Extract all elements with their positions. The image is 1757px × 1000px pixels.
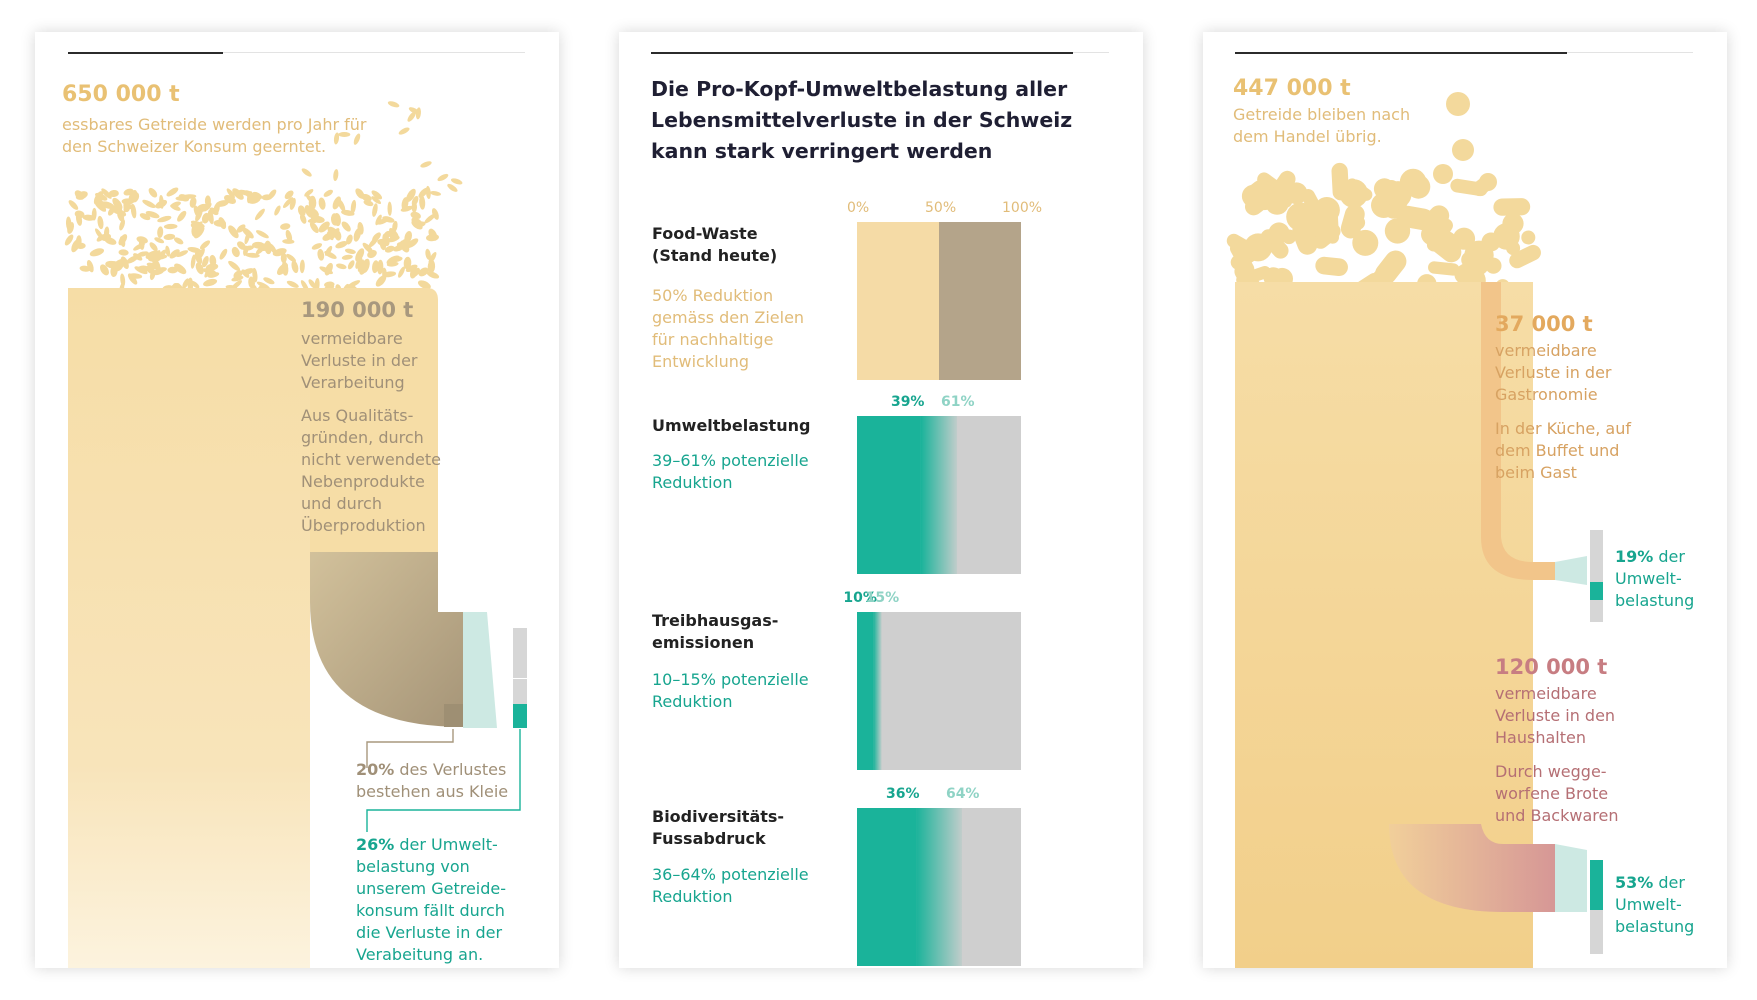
impact-text: der Umwelt-belastung von unserem Getreid…: [356, 835, 507, 964]
bar-remaining-segment: [939, 222, 1021, 380]
bar-row-1: [857, 416, 1021, 574]
panel-reduction-chart: Die Pro-Kopf-Umweltbelastung aller Leben…: [619, 32, 1143, 968]
loss-reason: Aus Qualitäts-gründen, durch nicht verwe…: [301, 406, 441, 535]
panel-top-rule: [651, 52, 1073, 54]
panel-processing-losses: 650 000 t essbares Getreide werden pro J…: [35, 32, 559, 968]
tick-label-0: 0%: [847, 200, 870, 216]
bar-row-2: [857, 612, 1021, 770]
max-label-greenhouse-gas: 15%: [865, 590, 900, 606]
household-impact-block: [1590, 860, 1603, 910]
panel-consumption-losses: 447 000 t Getreide bleiben nach dem Hand…: [1203, 32, 1727, 968]
household-flow: [1389, 824, 1555, 912]
total-amount: 447 000 t: [1233, 76, 1351, 101]
row-label-biodiversity: Biodiversitäts-Fussabdruck: [652, 807, 785, 848]
bran-share-block: [444, 704, 463, 727]
tick-label-100: 100%: [1002, 200, 1043, 216]
bar-potential-range: [873, 612, 882, 770]
gastro-flow: [1481, 282, 1555, 580]
household-impact-funnel: [1555, 844, 1587, 912]
gastro-reason: In der Küche, auf dem Buffet und beim Ga…: [1495, 419, 1631, 482]
gastro-impact-scale-bar: [1590, 530, 1603, 622]
max-label-environmental-impact: 61%: [941, 394, 975, 410]
min-label-environmental-impact: 39%: [890, 394, 925, 410]
bar-reduction-segment: [857, 222, 939, 380]
panel-top-rule: [1235, 52, 1567, 54]
row-sublabel-food-waste: 50% Reduktion gemäss den Zielen für nach…: [652, 286, 805, 371]
row-label-greenhouse-gas: Treibhausgas-emissionen: [652, 611, 779, 652]
bar-potential-range: [920, 416, 958, 574]
row-label-environmental-impact: Umweltbelastung: [652, 416, 811, 435]
gastro-impact-text: der Umwelt-belastung: [1615, 547, 1695, 610]
max-label-biodiversity: 64%: [945, 786, 980, 802]
gastro-impact-funnel: [1555, 556, 1587, 585]
loss-flow-curve: [310, 552, 463, 727]
grain-flow-graphic: [1226, 92, 1603, 968]
impact-connector: [366, 729, 521, 832]
total-amount: 650 000 t: [62, 82, 180, 107]
bran-value: 20%: [356, 760, 395, 779]
min-label-greenhouse-gas: 10%: [843, 590, 877, 606]
bar-row-3: [857, 808, 1021, 966]
gastro-description: vermeidbare Verluste in der Gastronomie: [1495, 341, 1612, 404]
grain-flow-graphic: [64, 101, 527, 968]
row-sublabel-greenhouse-gas: 10–15% potenzielle Reduktion: [652, 670, 809, 711]
panel-top-rule-light: [223, 52, 525, 53]
loss-amount: 190 000 t: [301, 298, 414, 322]
total-description: essbares Getreide werden pro Jahr für de…: [62, 115, 367, 156]
row-sublabel-biodiversity: 36–64% potenzielle Reduktion: [652, 865, 809, 906]
bar-min-potential: [857, 612, 874, 770]
loss-description: vermeidbare Verluste in der Verarbeitung: [301, 329, 418, 392]
reduction-bars: [857, 222, 1021, 966]
chart-title: Die Pro-Kopf-Umweltbelastung aller Leben…: [651, 77, 1073, 163]
impact-funnel: [463, 612, 497, 728]
panel-top-rule-light: [1073, 52, 1109, 53]
bar-min-potential: [857, 416, 921, 574]
impact-share-block: [513, 704, 527, 728]
impact-note: 26% der Umwelt-belastung von unserem Get…: [356, 834, 516, 966]
min-label-biodiversity: 36%: [886, 786, 920, 802]
bar-row-0: [857, 222, 1021, 380]
gastro-amount: 37 000 t: [1495, 312, 1593, 336]
household-amount: 120 000 t: [1495, 655, 1608, 679]
household-impact-value: 53%: [1615, 873, 1654, 892]
household-impact-note: 53% der Umwelt-belastung: [1615, 872, 1715, 938]
panel-top-rule: [68, 52, 223, 54]
gastro-impact-value: 19%: [1615, 547, 1654, 566]
panel-top-rule-light: [1567, 52, 1693, 53]
bar-min-potential: [857, 808, 917, 966]
bran-connector: [366, 729, 454, 768]
gastro-impact-note: 19% der Umwelt-belastung: [1615, 546, 1715, 612]
grain-particles: [64, 101, 463, 298]
gastro-impact-block: [1590, 582, 1603, 600]
total-description: Getreide bleiben nach dem Handel übrig.: [1233, 105, 1411, 146]
loss-column: [310, 288, 438, 552]
impact-value: 26%: [356, 835, 395, 854]
household-impact-text: der Umwelt-belastung: [1615, 873, 1695, 936]
remaining-grain-column: [68, 288, 310, 968]
bar-background: [857, 612, 1021, 770]
bar-potential-range: [916, 808, 962, 966]
bran-text: des Verlustes bestehen aus Kleie: [356, 760, 509, 801]
row-sublabel-environmental-impact: 39–61% potenzielle Reduktion: [652, 451, 809, 492]
tick-label-50: 50%: [925, 200, 957, 216]
household-description: vermeidbare Verluste in den Haushalten: [1495, 684, 1616, 747]
bran-note: 20% des Verlustes bestehen aus Kleie: [356, 759, 531, 803]
row-label-food-waste: Food-Waste (Stand heute): [652, 224, 778, 265]
household-reason: Durch wegge-worfene Brote und Backwaren: [1495, 762, 1619, 825]
